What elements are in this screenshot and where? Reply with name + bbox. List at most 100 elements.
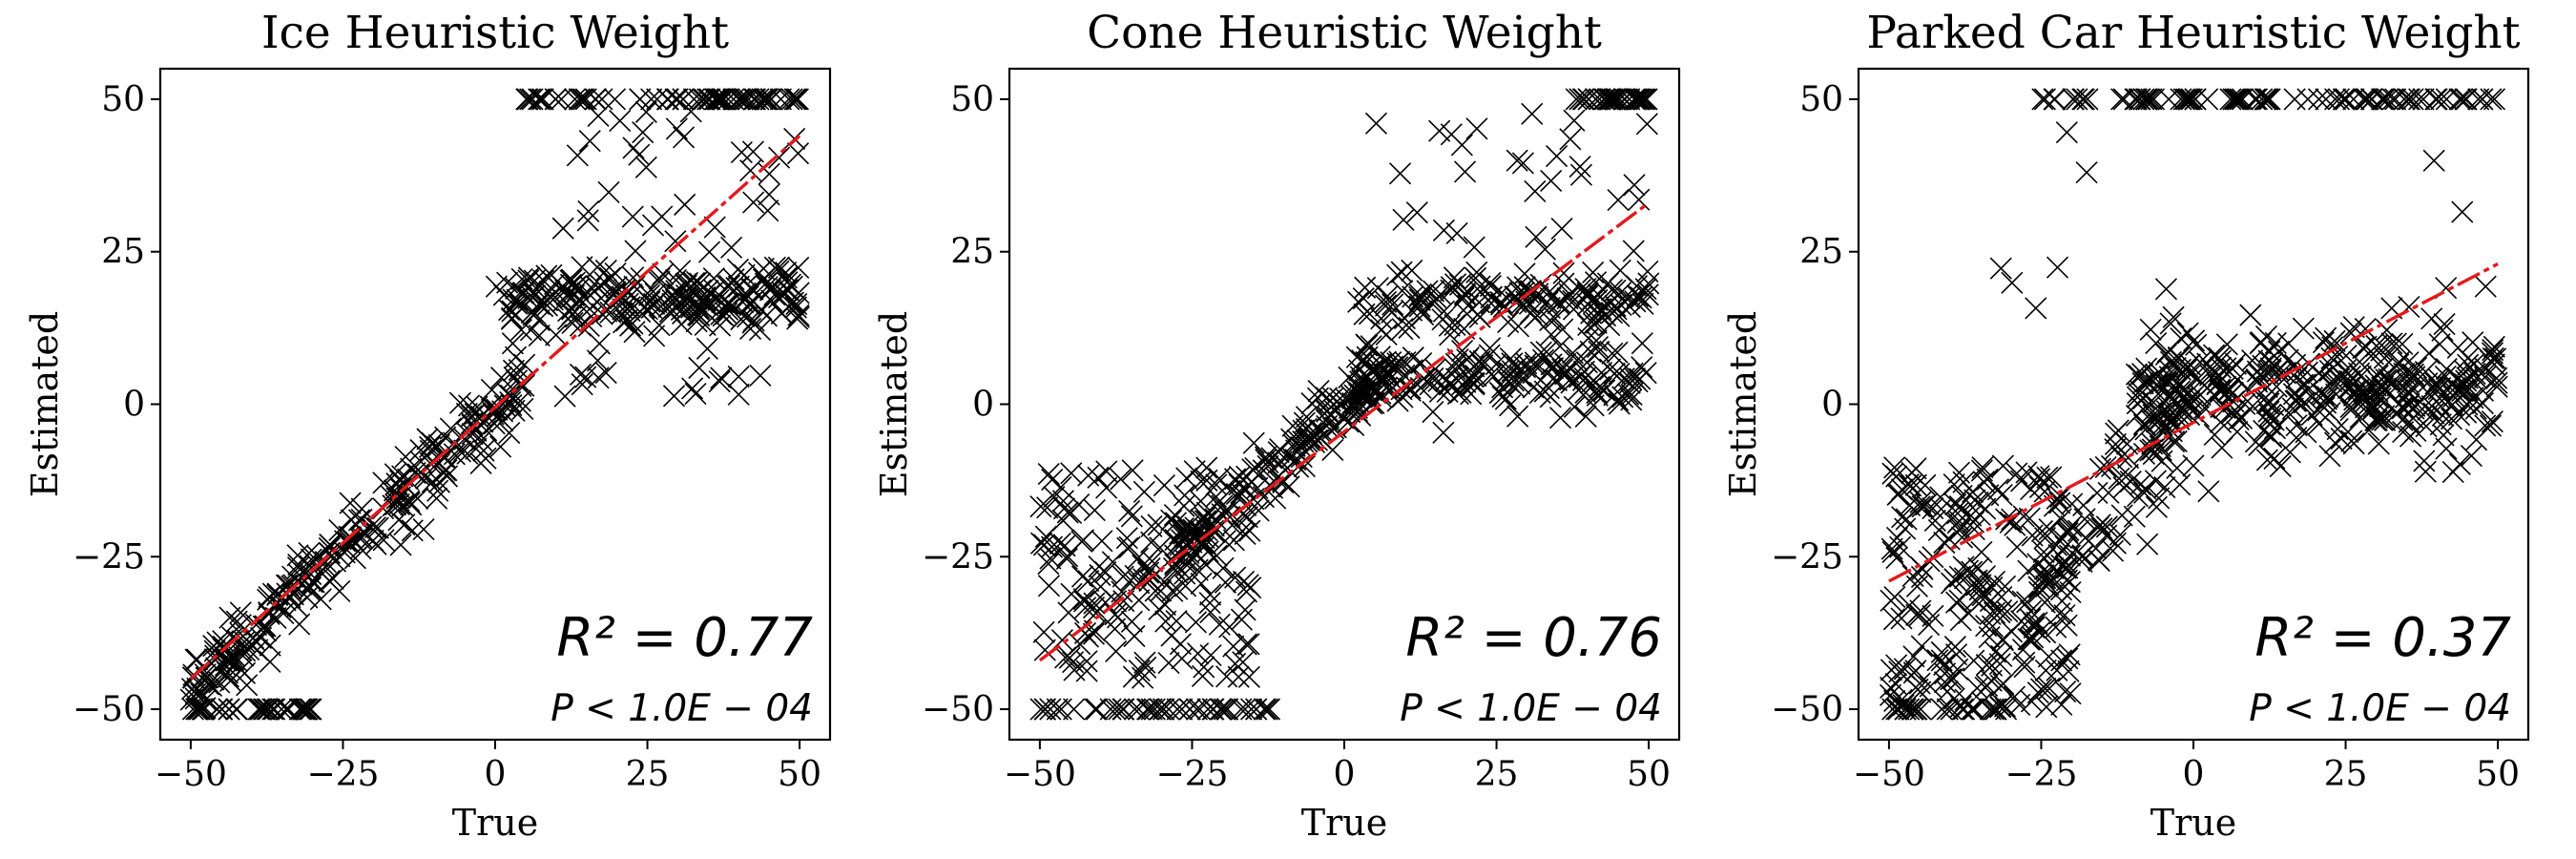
scatter-point [2451,200,2474,223]
scatter-point [2165,430,2188,453]
scatter-point [1623,174,1646,197]
scatter-point [1622,240,1645,262]
scatter-point [727,275,750,298]
scatter-point [2148,487,2171,510]
scatter-point [2313,396,2336,419]
scatter-point [2377,88,2399,111]
scatter-point [1157,652,1180,675]
scatter-point [2178,88,2201,111]
scatter-point [229,601,252,624]
scatter-point [612,311,635,334]
scatter-point [1281,414,1304,437]
scatter-point [1121,459,1144,482]
scatter-point [2019,599,2043,622]
scatter-point [1569,163,1593,186]
scatter-point [2031,88,2054,111]
scatter-point [1070,565,1094,588]
scatter-point [1609,259,1631,282]
scatter-point [1405,201,1428,224]
scatter-point [2413,450,2436,472]
scatter-point [2373,405,2396,428]
scatter-point [674,193,696,216]
scatter-point [1918,614,1941,637]
scatter-point [588,332,611,355]
scatter-point [2261,351,2284,374]
scatter-point [2088,457,2112,480]
scatter-point [503,399,526,422]
scatter-point [2174,359,2197,382]
scatter-point [1390,261,1413,283]
y-axis-label: Estimated [24,311,66,497]
chart-title: Parked Car Heuristic Weight [1866,7,2520,59]
scatter-point [1235,633,1257,656]
scatter-point [1049,475,1072,499]
scatter-point [571,256,593,279]
scatter-point [2482,346,2504,370]
scatter-point [1880,537,1903,560]
scatter-point [2457,346,2480,369]
scatter-point [389,534,412,556]
scatter-point [571,373,593,396]
scatter-point [1944,493,1967,516]
scatter-point [2471,88,2494,111]
scatter-point [1881,540,1904,563]
scatter-point [1422,401,1444,424]
scatter-point [2142,400,2165,423]
scatter-point [1153,594,1176,617]
scatter-point [1551,358,1574,381]
scatter-point [710,303,733,325]
scatter-point [2431,404,2454,427]
scatter-point [398,490,421,513]
scatter-point [502,359,526,382]
scatter-point [2046,487,2068,510]
scatter-point [2295,421,2317,444]
scatter-point [755,88,778,111]
scatter-point [1479,274,1502,298]
scatter-point [1195,456,1218,479]
scatter-point [786,88,809,111]
scatter-point [1427,369,1450,392]
scatter-point [1609,88,1631,111]
scatter-point [2259,357,2282,380]
scatter-point [1057,601,1080,624]
scatter-point [2087,516,2109,539]
scatter-point [597,180,620,203]
scatter-point [1911,557,1934,580]
scatter-point [1505,285,1527,308]
scatter-point [727,383,750,406]
scatter-point [1049,532,1071,555]
scatter-point [1978,625,2001,649]
scatter-point [658,300,681,324]
scatter-point [688,299,711,322]
scatter-point [1990,644,2013,668]
scatter-point [586,256,609,279]
scatter-point [1425,287,1448,310]
scatter-point [553,385,576,408]
scatter-point [2072,493,2095,516]
scatter-point [1631,332,1653,355]
scatter-point [489,435,512,458]
scatter-point [1184,611,1207,634]
scatter-point [1981,576,2004,599]
scatter-point [665,280,688,303]
scatter-point [490,367,513,389]
scatter-point [556,307,580,330]
scatter-point [635,298,658,321]
scatter-point [2028,620,2051,643]
scatter-point [1036,496,1059,519]
scatter-point [1636,260,1659,283]
scatter-point [314,555,337,578]
scatter-point [1445,221,1468,244]
x-tick-label: 25 [626,755,670,794]
scatter-point [1174,575,1197,597]
scatter-point [1094,591,1117,614]
scatter-point [517,266,541,289]
scatter-point [258,698,280,721]
scatter-point [1991,454,2014,477]
scatter-point [1358,303,1381,325]
scatter-point [2325,383,2348,406]
scatter-point [2010,470,2033,492]
scatter-point [1239,576,1262,599]
scatter-point [1635,88,1658,111]
scatter-point [2219,88,2242,111]
